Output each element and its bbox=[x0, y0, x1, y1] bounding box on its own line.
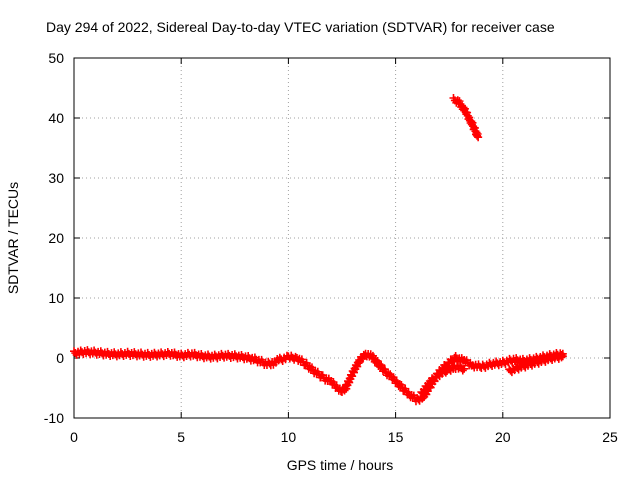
y-tick-label: 50 bbox=[48, 50, 64, 66]
x-tick-label: 15 bbox=[388, 429, 404, 445]
data-point bbox=[474, 133, 483, 142]
y-tick-label: -10 bbox=[44, 410, 64, 426]
y-tick-label: 40 bbox=[48, 110, 64, 126]
chart-title: Day 294 of 2022, Sidereal Day-to-day VTE… bbox=[46, 19, 555, 35]
data-points bbox=[70, 94, 567, 406]
grid-lines bbox=[74, 58, 610, 418]
x-axis-label: GPS time / hours bbox=[287, 457, 394, 473]
y-tick-label: 10 bbox=[48, 290, 64, 306]
y-tick-label: 20 bbox=[48, 230, 64, 246]
y-axis-ticks: -10 0 10 20 30 40 50 bbox=[44, 50, 610, 426]
y-axis-label: SDTVAR / TECUs bbox=[5, 182, 21, 294]
x-axis-ticks: 0 5 10 15 20 25 bbox=[70, 58, 618, 445]
y-tick-label: 30 bbox=[48, 170, 64, 186]
x-tick-label: 0 bbox=[70, 429, 78, 445]
data-point bbox=[557, 353, 566, 362]
x-tick-label: 25 bbox=[602, 429, 618, 445]
data-point bbox=[340, 386, 349, 395]
y-tick-label: 0 bbox=[56, 350, 64, 366]
data-point bbox=[460, 364, 469, 373]
data-point bbox=[441, 368, 450, 377]
data-point bbox=[458, 366, 467, 375]
x-tick-label: 10 bbox=[281, 429, 297, 445]
x-tick-label: 5 bbox=[177, 429, 185, 445]
data-point bbox=[558, 352, 567, 361]
x-tick-label: 20 bbox=[495, 429, 511, 445]
